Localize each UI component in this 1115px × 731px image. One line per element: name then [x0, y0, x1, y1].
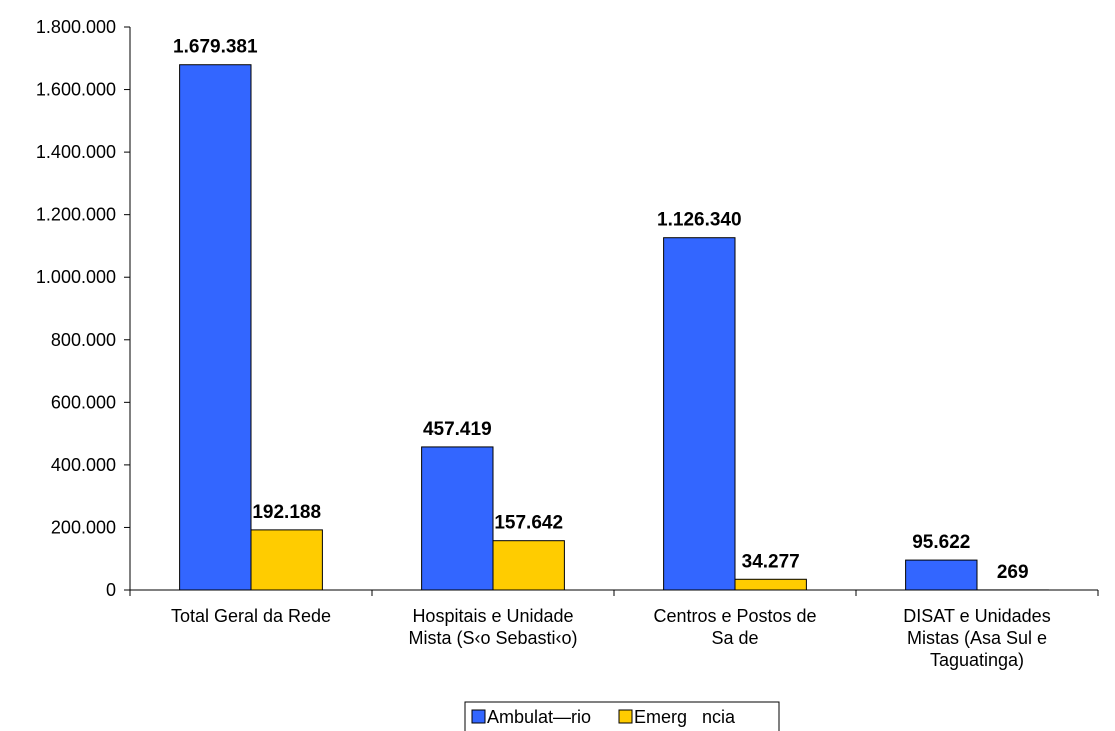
data-label: 457.419	[423, 419, 492, 440]
y-axis: 0 200.000 400.000 600.000 800.000 1.000.000 1.…	[36, 17, 131, 600]
x-axis	[129, 589, 1099, 596]
data-label: 95.622	[912, 532, 970, 553]
y-tick-label: 800.000	[51, 330, 116, 350]
category-label: Centros e Postos de Sa de	[653, 606, 816, 648]
data-label: 192.188	[252, 502, 321, 523]
data-label: 269	[997, 562, 1029, 583]
category-label-line: Centros e Postos de	[653, 606, 816, 626]
data-label: 1.126.340	[657, 210, 742, 231]
bar-ambulatorio	[179, 64, 252, 591]
y-tick-label: 200.000	[51, 517, 116, 537]
category-label-line: Mista (S‹o Sebasti‹o)	[408, 628, 577, 648]
y-tick-label: 1.600.000	[36, 80, 116, 100]
y-tick-label: 400.000	[51, 455, 116, 475]
category-label-line: Taguatinga)	[930, 650, 1024, 670]
category-label: Hospitais e Unidade Mista (S‹o Sebasti‹o)	[408, 606, 577, 648]
category-label: DISAT e Unidades Mistas (Asa Sul e Taguati…	[903, 606, 1050, 670]
category-labels: Total Geral da Rede Hospitais e Unidade Mi…	[171, 606, 1051, 670]
y-tick-label: 0	[106, 580, 116, 600]
legend-label: Ambulat—rio	[487, 707, 591, 727]
category-label-line: Sa de	[711, 628, 758, 648]
category-label-line: DISAT e Unidades	[903, 606, 1050, 626]
y-tick-label: 600.000	[51, 392, 116, 412]
legend-swatch	[618, 709, 633, 724]
bar-emergencia	[250, 529, 323, 591]
legend-label: Emerg ncia	[634, 707, 736, 727]
y-tick-label: 1.400.000	[36, 142, 116, 162]
bar-ambulatorio	[905, 559, 978, 591]
data-label: 34.277	[742, 551, 800, 572]
y-tick-label: 1.200.000	[36, 205, 116, 225]
bar-ambulatorio	[663, 237, 736, 591]
bar-emergencia	[734, 578, 807, 591]
category-label: Total Geral da Rede	[171, 606, 331, 626]
y-tick-label: 1.000.000	[36, 267, 116, 287]
legend-swatch	[471, 709, 486, 724]
y-tick-label: 1.800.000	[36, 17, 116, 37]
bar-ambulatorio	[421, 446, 494, 591]
data-label: 157.642	[494, 513, 563, 534]
category-label-line: Hospitais e Unidade	[412, 606, 573, 626]
data-labels: 1.679.381 192.188 457.419 157.642 1.126.340 3…	[173, 37, 1029, 583]
category-label-line: Total Geral da Rede	[171, 606, 331, 626]
data-label: 1.679.381	[173, 37, 258, 58]
bar-emergencia	[492, 540, 565, 591]
legend: Ambulat—rio Emerg ncia	[464, 701, 780, 731]
bars	[179, 64, 1049, 591]
category-label-line: Mistas (Asa Sul e	[907, 628, 1047, 648]
